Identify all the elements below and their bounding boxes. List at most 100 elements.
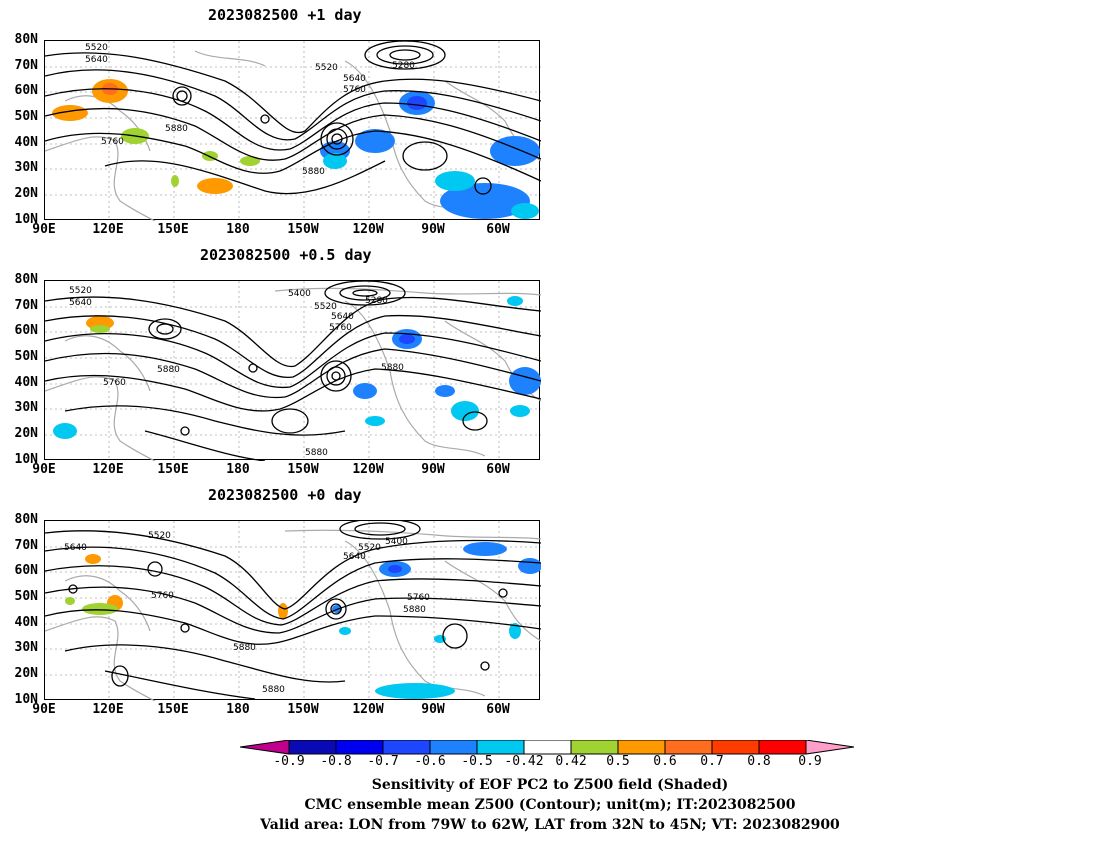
- lon-tick: 120E: [92, 462, 124, 477]
- colorbar-box: [335, 740, 384, 755]
- lat-tick: 80N: [14, 272, 38, 287]
- colorbar-box: [523, 740, 572, 755]
- lat-tick: 20N: [14, 666, 38, 681]
- lon-tick: 150E: [157, 222, 189, 237]
- contour-label: 5880: [157, 365, 180, 375]
- lon-tick: 90W: [421, 702, 445, 717]
- lat-tick: 70N: [14, 298, 38, 313]
- contour-label: 5400: [385, 537, 408, 547]
- lon-tick: 180: [226, 702, 250, 717]
- lat-tick: 20N: [14, 426, 38, 441]
- lat-tick: 60N: [14, 563, 38, 578]
- lon-tick: 150W: [287, 462, 319, 477]
- lat-tick: 40N: [14, 375, 38, 390]
- contour-label: 5520: [314, 302, 337, 312]
- map-plot-3: 5520 5640 5400 5520 5640 5760 5880 5760 …: [45, 521, 541, 701]
- contour-label: 5640: [69, 298, 92, 308]
- lon-tick: 60W: [486, 462, 510, 477]
- lon-tick: 150E: [157, 462, 189, 477]
- lat-tick: 40N: [14, 135, 38, 150]
- map-panel-2: 5520 5640 5400 5280 5520 5640 5760 5880 …: [44, 280, 541, 461]
- panel-title-1: 2023082500 +1 day: [208, 6, 362, 24]
- colorbar-end-high: [805, 740, 855, 755]
- contour-label: 5880: [165, 124, 188, 134]
- contour-label: 5640: [64, 543, 87, 553]
- lat-tick: 80N: [14, 512, 38, 527]
- lon-tick: 180: [226, 222, 250, 237]
- colorbar-box: [476, 740, 525, 755]
- lon-tick: 150W: [287, 222, 319, 237]
- caption-line-3: Valid area: LON from 79W to 62W, LAT fro…: [260, 817, 840, 833]
- colorbar-label: -0.9: [273, 754, 305, 769]
- contour-label: 5880: [233, 643, 256, 653]
- panel-title-3: 2023082500 +0 day: [208, 486, 362, 504]
- lat-tick: 20N: [14, 186, 38, 201]
- contour-label: 5640: [85, 55, 108, 65]
- contour-label: 5640: [343, 74, 366, 84]
- map-panel-1: 5520 5640 5520 5280 5640 5760 5880 5760 …: [44, 40, 541, 221]
- lon-tick: 180: [226, 462, 250, 477]
- colorbar-box: [429, 740, 478, 755]
- colorbar-label: -0.6: [414, 754, 446, 769]
- lat-tick: 60N: [14, 83, 38, 98]
- colorbar-label: 0.42: [555, 754, 587, 769]
- lat-tick: 40N: [14, 615, 38, 630]
- contour-label: 5880: [403, 605, 426, 615]
- lon-tick: 60W: [486, 222, 510, 237]
- lon-tick: 60W: [486, 702, 510, 717]
- contour-label: 5760: [151, 591, 174, 601]
- lat-tick: 30N: [14, 640, 38, 655]
- colorbar: [240, 740, 855, 755]
- panel-title-2: 2023082500 +0.5 day: [200, 246, 372, 264]
- map-panel-3: 5520 5640 5400 5520 5640 5760 5880 5760 …: [44, 520, 541, 701]
- lon-tick: 90E: [32, 462, 56, 477]
- colorbar-box: [758, 740, 807, 755]
- lat-tick: 30N: [14, 400, 38, 415]
- lon-tick: 90E: [32, 222, 56, 237]
- caption-line-1: Sensitivity of EOF PC2 to Z500 field (Sh…: [371, 777, 729, 793]
- contour-label: 5520: [69, 286, 92, 296]
- contour-label: 5880: [302, 167, 325, 177]
- lon-tick: 120E: [92, 702, 124, 717]
- colorbar-label: -0.42: [504, 754, 544, 769]
- colorbar-box: [617, 740, 666, 755]
- colorbar-box: [570, 740, 619, 755]
- lat-tick: 70N: [14, 58, 38, 73]
- lon-tick: 150E: [157, 702, 189, 717]
- lon-tick: 90W: [421, 222, 445, 237]
- contour-label: 5640: [331, 312, 354, 322]
- lat-tick: 60N: [14, 323, 38, 338]
- contour-label: 5760: [407, 593, 430, 603]
- lon-tick: 150W: [287, 702, 319, 717]
- map-plot-1: 5520 5640 5520 5280 5640 5760 5880 5760 …: [45, 41, 541, 221]
- colorbar-box: [664, 740, 713, 755]
- lat-tick: 50N: [14, 109, 38, 124]
- lat-tick: 50N: [14, 589, 38, 604]
- colorbar-label: -0.8: [320, 754, 352, 769]
- contour-label: 5280: [392, 61, 415, 71]
- colorbar-box: [382, 740, 431, 755]
- contour-label: 5640: [343, 552, 366, 562]
- contour-label: 5280: [365, 296, 388, 306]
- colorbar-label: -0.5: [461, 754, 493, 769]
- contour-label: 5520: [85, 43, 108, 53]
- colorbar-label: 0.8: [747, 754, 771, 769]
- contour-label: 5520: [358, 543, 381, 553]
- lat-tick: 10N: [14, 212, 38, 227]
- lat-tick: 80N: [14, 32, 38, 47]
- contour-label: 5880: [381, 363, 404, 373]
- colorbar-label: 0.6: [653, 754, 677, 769]
- colorbar-label: 0.9: [798, 754, 822, 769]
- lon-tick: 120W: [352, 702, 384, 717]
- contour-label: 5760: [101, 137, 124, 147]
- lon-tick: 90W: [421, 462, 445, 477]
- colorbar-box: [711, 740, 760, 755]
- colorbar-label: 0.7: [700, 754, 724, 769]
- map-plot-2: 5520 5640 5400 5280 5520 5640 5760 5880 …: [45, 281, 541, 461]
- lon-tick: 120W: [352, 462, 384, 477]
- lon-tick: 120W: [352, 222, 384, 237]
- contour-label: 5760: [329, 323, 352, 333]
- lat-tick: 10N: [14, 452, 38, 467]
- contour-label: 5520: [315, 63, 338, 73]
- lon-tick: 120E: [92, 222, 124, 237]
